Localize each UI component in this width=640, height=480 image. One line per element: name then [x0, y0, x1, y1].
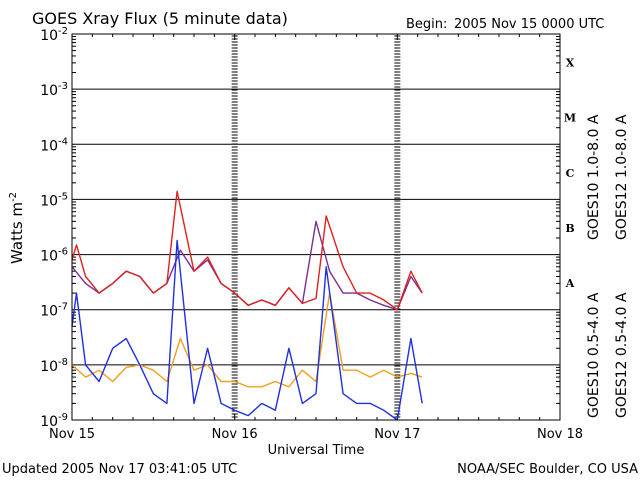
plot-frame [71, 33, 561, 421]
flare-class-c: C [566, 167, 575, 180]
grid-lines [72, 36, 560, 404]
y-tick-label-6: 10-8 [40, 357, 68, 375]
chart-title: GOES Xray Flux (5 minute data) [32, 9, 288, 28]
flare-class-a: A [565, 277, 575, 290]
series-line-1 [71, 190, 423, 311]
y-tick-label-0: 10-2 [40, 26, 68, 44]
x-tick-label-3: Nov 18 [537, 427, 583, 442]
minor-ticks [71, 34, 561, 420]
y-axis-label-text: Watts m [8, 202, 26, 264]
legend: GOES10 1.0-8.0 A GOES12 1.0-8.0 A GOES10 0… [586, 114, 630, 418]
flare-class-x: X [566, 57, 575, 70]
y-tick-label-4: 10-6 [40, 247, 68, 265]
y-tick-label-2: 10-4 [40, 136, 68, 154]
flare-class-labels: X M C B A [564, 57, 576, 291]
x-tick-label-1: Nov 16 [212, 427, 258, 442]
x-axis-label: Universal Time [268, 443, 365, 458]
y-tick-label-7: 10-9 [40, 412, 68, 430]
y-axis-label-exponent: -2 [8, 192, 19, 202]
flare-class-b: B [565, 222, 574, 235]
legend-entry-0: GOES10 1.0-8.0 A [586, 114, 602, 240]
y-tick-labels: 10-2 10-3 10-4 10-5 10-6 10-7 10-8 10-9 [40, 26, 68, 430]
y-tick-label-5: 10-7 [40, 302, 68, 320]
begin-label: Begin: [406, 17, 447, 32]
legend-entry-1: GOES12 1.0-8.0 A [614, 114, 630, 240]
flare-class-m: M [564, 112, 576, 125]
svg-text:Watts m-2: Watts m-2 [8, 192, 26, 264]
begin-value: 2005 Nov 15 0000 UTC [454, 17, 604, 32]
credit-line: NOAA/SEC Boulder, CO USA [457, 462, 638, 477]
legend-entry-2: GOES10 0.5-4.0 A [586, 292, 602, 418]
legend-entry-3: GOES12 0.5-4.0 A [614, 292, 630, 418]
series-line-2 [71, 292, 423, 388]
y-tick-label-1: 10-3 [40, 81, 68, 99]
series-line-0 [71, 220, 423, 311]
y-tick-label-3: 10-5 [40, 191, 68, 209]
x-tick-labels: Nov 15 Nov 16 Nov 17 Nov 18 [49, 427, 583, 442]
series-line-3 [71, 239, 423, 421]
series-layer [71, 190, 423, 421]
x-tick-label-2: Nov 17 [374, 427, 420, 442]
updated-timestamp: Updated 2005 Nov 17 03:41:05 UTC [2, 462, 237, 477]
y-axis-label: Watts m-2 [8, 192, 26, 264]
x-tick-label-0: Nov 15 [49, 427, 95, 442]
